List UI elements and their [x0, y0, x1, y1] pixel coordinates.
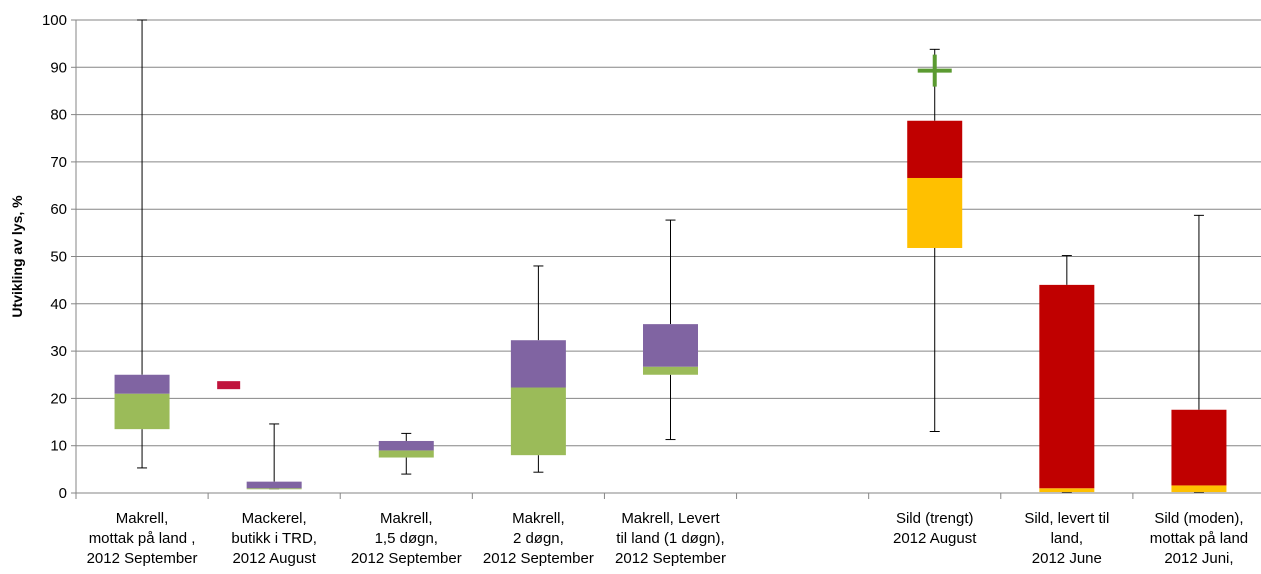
x-tick-label: land, — [1051, 530, 1084, 547]
x-tick-label: Makrell, — [512, 510, 565, 527]
y-tick-label: 10 — [50, 438, 67, 455]
box-upper-segment — [1039, 284, 1095, 489]
x-tick-label: 2012 September — [87, 550, 198, 567]
y-tick-label: 40 — [50, 296, 67, 313]
box-lower-segment — [907, 177, 963, 248]
x-axis: Makrell, mottak på land , 2012 September Ma… — [75, 20, 1261, 567]
box-lower-segment — [1039, 488, 1095, 493]
x-tick-label: Makrell, Levert — [621, 510, 720, 527]
box-upper-segment — [907, 120, 963, 178]
y-tick-label: 100 — [42, 12, 67, 29]
box-upper-segment — [246, 481, 302, 489]
x-tick-label: mottak på land — [1150, 530, 1248, 547]
x-tick-label: Makrell, — [380, 510, 433, 527]
box-upper-segment — [1171, 409, 1227, 486]
boxes — [114, 19, 1227, 493]
y-tick-label: 20 — [50, 390, 67, 407]
x-tick-label: 2012 August — [232, 550, 316, 567]
x-tick-label: 2012 June — [1032, 550, 1102, 567]
marker-dash — [217, 381, 241, 390]
box-lower-segment — [510, 387, 566, 456]
y-axis-ticks: 0 10 20 30 40 50 60 70 80 90 100 — [42, 12, 76, 502]
x-tick-label: Sild (moden), — [1154, 510, 1243, 527]
box-group — [114, 19, 170, 469]
box-lower-segment — [114, 393, 170, 430]
y-tick-label: 0 — [59, 485, 67, 502]
box-lower-segment — [643, 366, 698, 375]
y-tick-label: 50 — [50, 249, 67, 266]
box-group — [1039, 255, 1095, 493]
box-group — [217, 381, 302, 490]
box-group — [1171, 214, 1227, 493]
x-tick-label: Sild, levert til — [1024, 510, 1109, 527]
x-tick-label: 2012 September — [351, 550, 462, 567]
box-upper-segment — [378, 440, 434, 451]
x-tick-label: Mackerel, — [242, 510, 307, 527]
x-tick-label: 2012 September — [615, 550, 726, 567]
box-lower-segment — [1171, 485, 1227, 493]
x-tick-label: til land (1 døgn), — [616, 530, 724, 547]
y-tick-label: 70 — [50, 154, 67, 171]
box-group — [510, 265, 566, 473]
box-group — [643, 219, 698, 441]
box-upper-segment — [114, 374, 170, 394]
x-tick-label: mottak på land , — [89, 530, 196, 547]
y-tick-label: 60 — [50, 201, 67, 218]
x-tick-label: 2 døgn, — [513, 530, 564, 547]
box-upper-segment — [510, 340, 566, 388]
y-tick-label: 90 — [50, 59, 67, 76]
box-upper-segment — [643, 324, 698, 367]
x-tick-label: 2012 August — [893, 530, 977, 547]
box-group — [378, 432, 434, 475]
x-tick-label: 1,5 døgn, — [375, 530, 438, 547]
box-group — [907, 48, 963, 433]
x-tick-label: Sild (trengt) — [896, 510, 974, 527]
box-lower-segment — [246, 488, 302, 490]
x-tick-label: butikk i TRD, — [231, 530, 317, 547]
y-tick-label: 30 — [50, 343, 67, 360]
y-axis-label: Utvikling av lys, % — [9, 195, 25, 318]
x-tick-label: 2012 Juni, — [1164, 550, 1233, 567]
y-tick-label: 80 — [50, 107, 67, 124]
x-tick-label: Makrell, — [116, 510, 169, 527]
x-tick-label: 2012 September — [483, 550, 594, 567]
box-lower-segment — [378, 450, 434, 458]
